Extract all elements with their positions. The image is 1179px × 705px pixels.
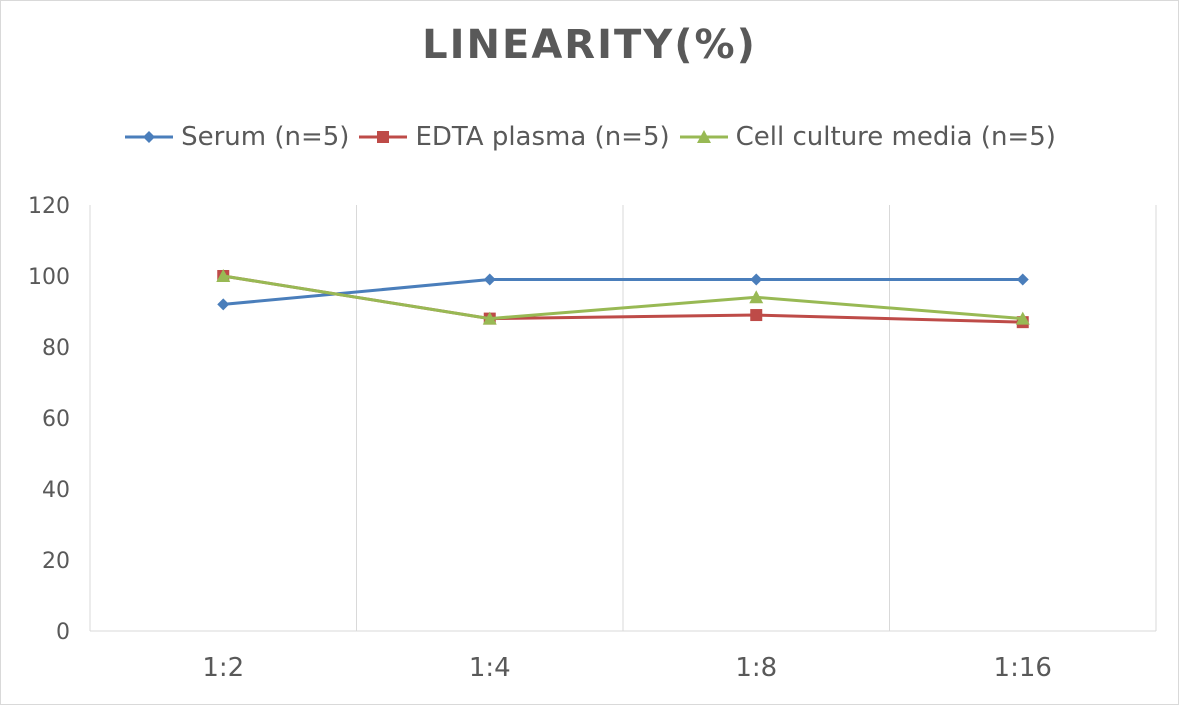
chart-title: LINEARITY(%) [422,22,757,68]
x-tick-label: 1:16 [994,653,1052,683]
legend: Serum (n=5) EDTA plasma (n=5) Cell cultu… [0,122,1179,152]
series-line [223,274,1023,321]
y-tick-label: 0 [56,620,70,645]
data-point [483,273,496,286]
y-tick-label: 100 [28,265,70,290]
legend-item-edta-plasma: EDTA plasma (n=5) [357,122,670,152]
legend-marker-serum [125,131,174,143]
legend-marker-cell-culture-media [679,130,728,143]
legend-item-cell-culture-media: Cell culture media (n=5) [678,122,1056,152]
series-line [223,278,1023,306]
y-tick-label: 120 [28,194,70,219]
y-tick-label: 40 [42,478,70,503]
x-tick-label: 1:8 [735,653,777,683]
x-tick-label: 1:2 [202,653,244,683]
data-point [482,311,497,325]
legend-marker-edta-plasma [359,131,408,143]
legend-label-edta-plasma: EDTA plasma (n=5) [415,122,670,152]
legend-item-serum: Serum (n=5) [123,122,349,152]
data-point [1016,273,1029,286]
data-point [750,309,763,322]
legend-label-serum: Serum (n=5) [181,122,350,152]
y-tick-label: 20 [42,549,70,574]
y-tick-label: 60 [42,407,70,432]
data-point [749,290,764,304]
y-tick-label: 80 [42,336,70,361]
data-point [216,269,231,282]
data-point [1015,311,1030,325]
data-point [750,273,763,286]
data-point [217,298,230,311]
legend-label-cell-culture-media: Cell culture media (n=5) [735,122,1056,152]
x-tick-label: 1:4 [469,653,511,683]
